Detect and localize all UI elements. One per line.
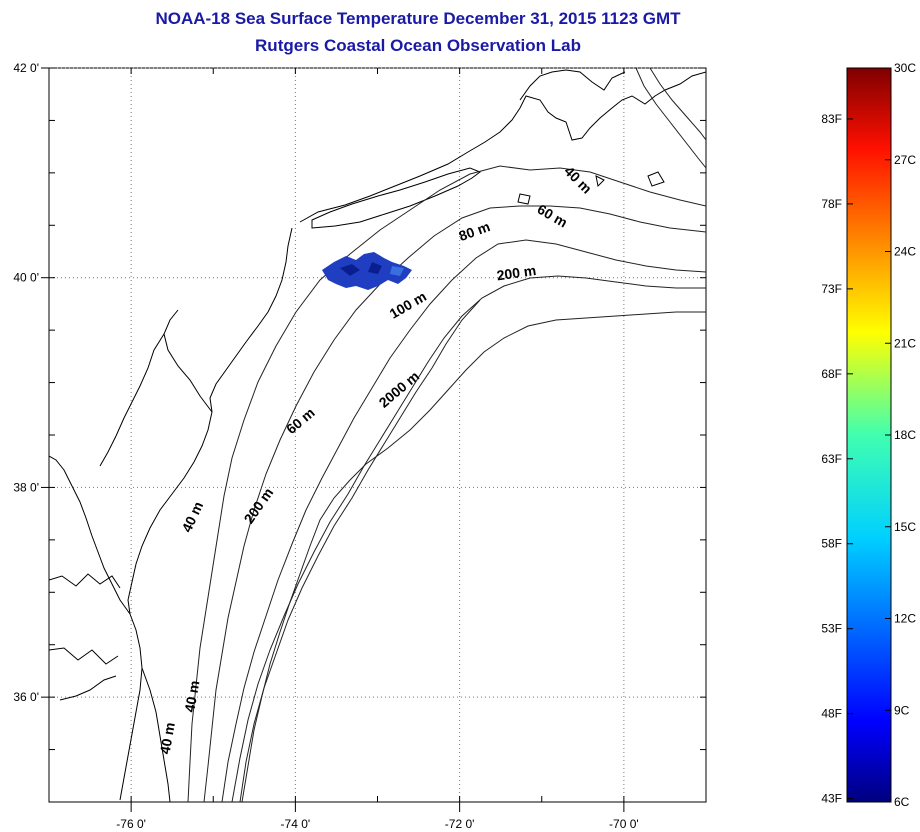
colorbar-label-c: 9C — [894, 703, 910, 717]
colorbar-label-f: 58F — [821, 537, 842, 551]
tick-label-lat: 40 0' — [13, 271, 39, 285]
colorbar-label-f: 83F — [821, 112, 842, 126]
coastline-new-jersey — [209, 227, 293, 413]
colorbar-label-f: 68F — [821, 367, 842, 381]
colorbar-ticks: 30C 27C 24C 21C 18C 15C 12C 9C 6C 83F 78F 73F 68F 63F… — [821, 61, 916, 809]
coastline-new-england-inner — [519, 69, 626, 101]
contour-60m — [203, 205, 706, 802]
contour-gulf-of-maine — [635, 68, 706, 169]
colorbar-label-f: 73F — [821, 282, 842, 296]
colorbar-label-c: 30C — [894, 61, 916, 75]
colorbar-label-f: 43F — [821, 792, 842, 806]
map-ticks: -76 0' -74 0' -72 0' -70 0' 42 0' 40 0' 38 0' 3… — [13, 61, 707, 831]
tick-label-lon: -72 0' — [445, 817, 475, 831]
colorbar-label-c: 15C — [894, 520, 916, 534]
colorbar-label-f: 63F — [821, 452, 842, 466]
contour-80m — [221, 239, 706, 802]
contour-2000m — [241, 311, 706, 802]
colorbar-label-c: 21C — [894, 336, 916, 350]
tick-label-lon: -74 0' — [281, 817, 311, 831]
contour-label: 40 m — [181, 679, 202, 713]
colorbar-label-f: 48F — [821, 707, 842, 721]
tick-label-lat: 42 0' — [13, 61, 39, 75]
sst-data-patch — [322, 252, 412, 290]
coastline-long-island-south — [311, 167, 482, 229]
coastline-outer-banks — [141, 667, 171, 802]
contour-200m — [231, 275, 706, 802]
contour-label: 200 m — [496, 262, 538, 283]
coastline-delaware-bay — [99, 309, 213, 467]
contour-40m — [187, 165, 706, 802]
tick-label-lat: 36 0' — [13, 690, 39, 704]
contour-label: 40 m — [157, 721, 178, 755]
map-subtitle: Rutgers Coastal Ocean Observation Lab — [255, 36, 581, 55]
colorbar-label-c: 24C — [894, 245, 916, 259]
tick-label-lon: -76 0' — [116, 817, 146, 831]
colorbar-label-c: 12C — [894, 612, 916, 626]
map-frame — [48, 67, 707, 803]
coastline-chesapeake — [49, 455, 143, 801]
tick-label-lat: 38 0' — [13, 480, 39, 494]
colorbar-label-c: 6C — [894, 795, 910, 809]
colorbar-label-c: 18C — [894, 428, 916, 442]
colorbar-label-c: 27C — [894, 153, 916, 167]
coastline-delmarva — [127, 411, 213, 615]
tick-label-lon: -70 0' — [609, 817, 639, 831]
coastline-long-island — [299, 71, 706, 223]
coastline-islands — [517, 171, 665, 205]
colorbar-label-f: 53F — [821, 622, 842, 636]
coastline-chesapeake-west — [49, 573, 121, 701]
colorbar-label-f: 78F — [821, 197, 842, 211]
colorbar — [846, 67, 892, 803]
map-title: NOAA-18 Sea Surface Temperature December… — [155, 9, 681, 28]
